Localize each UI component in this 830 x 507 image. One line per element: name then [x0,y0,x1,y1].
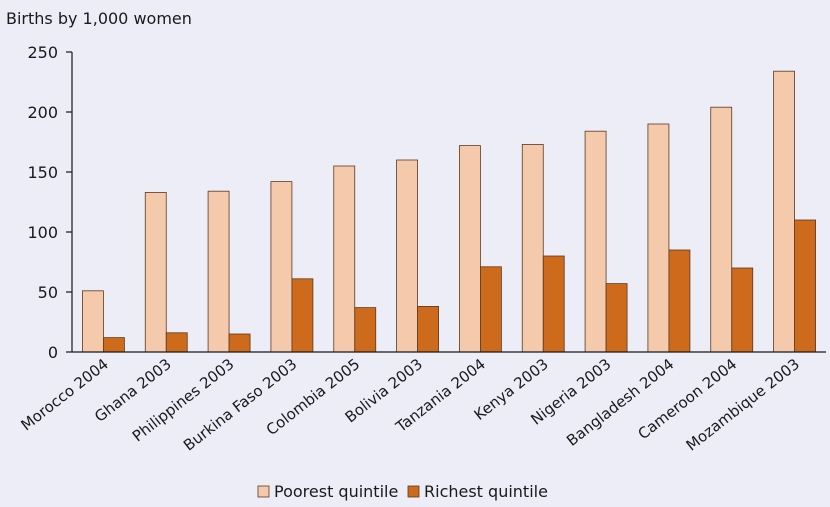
legend: Poorest quintile Richest quintile [257,482,548,501]
legend-entry: Poorest quintile [274,482,398,501]
x-category-label: Mozambique 2003 [683,355,803,455]
x-category-label: Morocco 2004 [17,355,111,434]
poorest-bar [710,106,733,353]
y-tick-label: 200 [27,103,58,122]
poorest-bar [521,143,544,353]
poorest-bar [333,165,356,353]
richest-bar [354,307,377,353]
poorest-bar [207,190,230,353]
richest-bar [605,283,628,353]
poorest-bar [584,130,607,353]
poorest-bar [270,181,293,353]
bars [82,70,816,353]
richest-bar [794,219,816,353]
y-axis: 0 50 100 150 200 250 [27,43,73,362]
poorest-bar [773,70,795,353]
poorest-bar [459,145,481,353]
y-axis-label: Births by 1,000 women [6,9,192,28]
richest-bar [731,267,754,353]
richest-bar [480,266,502,353]
legend-swatch [257,485,270,498]
richest-bar [165,332,188,353]
y-tick-label: 0 [48,343,58,362]
richest-bar [103,337,125,353]
x-category-label: Burkina Faso 2003 [180,355,300,455]
poorest-bar [82,290,104,353]
legend-entry: Richest quintile [424,482,548,501]
y-tick-label: 100 [27,223,58,242]
richest-bar [542,255,565,353]
y-tick-label: 250 [27,43,58,62]
richest-bar [291,278,314,353]
richest-bar [668,249,691,353]
poorest-bar [647,123,670,353]
poorest-bar [396,159,418,353]
x-category-label: Bangladesh 2004 [563,355,677,450]
poorest-bar [144,191,167,353]
richest-bar [228,333,251,353]
richest-bar [417,305,439,353]
y-tick-label: 150 [27,163,58,182]
y-tick-label: 50 [38,283,58,302]
legend-swatch [407,485,420,498]
